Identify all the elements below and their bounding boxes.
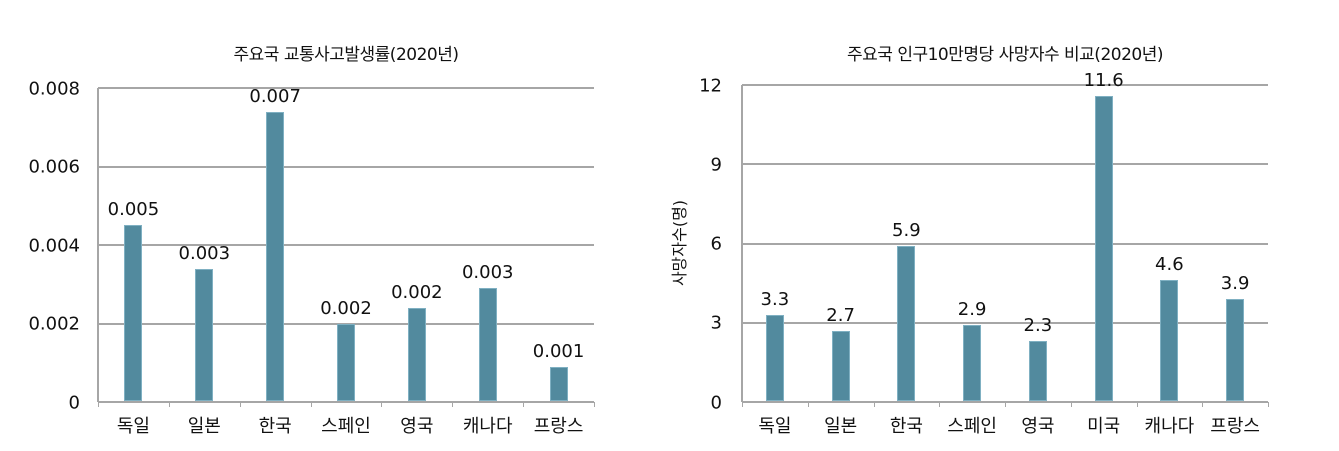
x-tick-mark [98,402,99,407]
x-tick-mark [523,402,525,407]
gridline [98,165,594,168]
x-category-label: 스페인 [321,416,371,437]
data-label: 0.001 [532,340,585,362]
x-tick-mark [594,402,595,407]
data-label: 0.002 [320,297,372,319]
bar [266,111,285,401]
gridline [742,163,1268,166]
bar [549,366,568,401]
x-tick-mark [1268,402,1269,407]
bar [831,330,850,401]
x-category-label: 한국 [258,416,292,437]
y-tick-label: 0.004 [28,235,80,257]
accident-rate-chart: 주요국 교통사고발생률(2020년) 0.008 0.006 0.004 0.0… [0,0,660,451]
data-label: 3.9 [1220,272,1250,294]
bar [1160,280,1179,401]
data-label: 4.6 [1155,254,1184,276]
data-label: 0.003 [461,262,514,284]
x-tick-mark [168,402,170,407]
y-tick-label: 0.008 [28,78,80,100]
x-category-label: 미국 [1087,416,1121,437]
bar [765,314,784,401]
data-label: 2.9 [957,299,987,321]
chart-title: 주요국 인구10만명당 사망자수 비교(2020년) [847,45,1163,65]
x-tick-mark [452,402,454,407]
x-category-label: 캐나다 [1144,416,1195,437]
data-label: 0.003 [178,242,231,264]
x-category-label: 독일 [758,416,792,437]
x-tick-mark [807,402,809,407]
bar [478,288,497,401]
y-tick-label: 0.002 [28,313,80,335]
x-category-label: 프랑스 [533,416,584,437]
y-tick-label: 0.006 [28,156,80,178]
data-label: 0.007 [249,85,301,107]
y-tick-label: 6 [710,233,722,255]
bar [1226,298,1245,401]
gridline [742,84,1268,86]
bar [1094,95,1113,401]
bar [337,323,355,401]
x-tick-mark [873,402,875,407]
gridline [98,87,594,89]
data-label: 3.3 [760,288,790,310]
x-axis-line [98,401,594,403]
x-tick-mark [1070,402,1072,407]
plot-area: 3.3 독일 2.7 일본 5.9 한국 2.9 스페인 2.3 영국 11.6 미국 4.6 캐나다 3.… [741,70,1269,437]
chart-title: 주요국 교통사고발생률(2020년) [233,45,459,65]
y-axis-line [741,85,743,402]
y-axis-label: 사망자수(명) [670,199,689,287]
data-label: 0.002 [391,281,443,303]
bar [1028,341,1047,401]
bar [897,246,916,401]
y-tick-label: 0 [710,392,722,414]
x-tick-mark [1136,402,1138,407]
x-category-label: 영국 [400,416,434,437]
y-tick-label: 9 [710,154,722,176]
gridline [742,242,1268,245]
x-tick-mark [742,402,743,407]
x-category-label: 캐나다 [462,416,513,437]
data-label: 2.7 [826,304,855,326]
y-axis-line [97,88,99,402]
bar [407,307,426,401]
gridline [98,244,594,246]
data-label: 5.9 [892,220,921,242]
x-tick-mark [1005,402,1006,407]
x-category-label: 스페인 [947,416,997,437]
bar [195,268,214,401]
bar [124,225,143,401]
data-label: 0.005 [107,199,160,221]
x-category-label: 프랑스 [1210,416,1260,437]
x-tick-mark [1202,402,1204,407]
data-label: 2.3 [1023,315,1053,337]
x-tick-mark [239,402,241,407]
x-category-label: 독일 [116,416,150,437]
bar [963,325,982,401]
x-tick-mark [381,402,383,407]
data-label: 11.6 [1083,69,1124,91]
y-tick-label: 3 [710,312,722,334]
x-category-label: 일본 [187,416,221,437]
gridline [742,321,1268,324]
x-category-label: 영국 [1021,416,1055,437]
y-tick-label: 0 [68,392,80,414]
x-category-label: 일본 [824,416,858,437]
plot-area: 0.005 독일 0.003 일본 0.007 한국 0.002 스페인 0.002 영국 0.00… [97,85,595,437]
x-tick-mark [310,402,312,407]
x-category-label: 한국 [889,416,923,437]
x-tick-mark [939,402,941,407]
y-tick-label: 12 [699,75,722,97]
